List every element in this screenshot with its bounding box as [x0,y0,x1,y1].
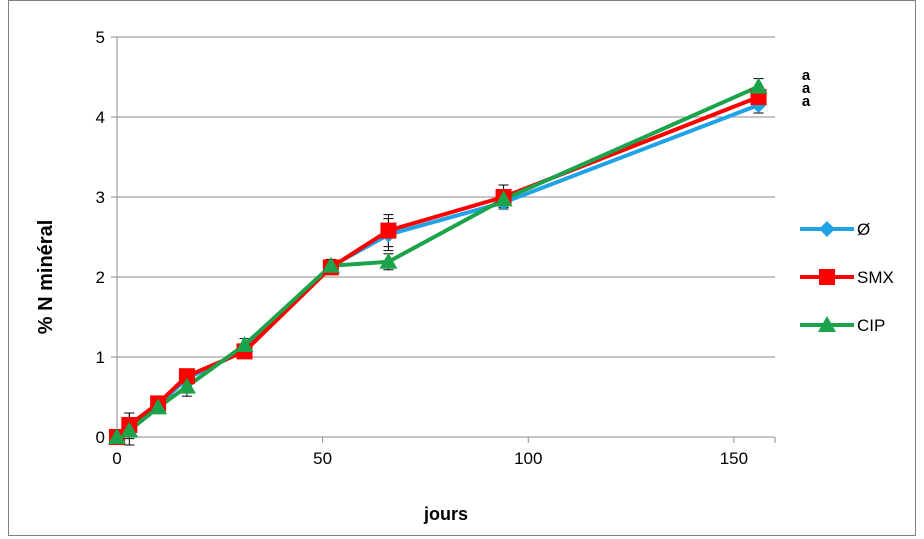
x-tick-labels: 0 50 100 150 [112,449,748,468]
legend-label: SMX [857,268,894,287]
data-point-triangle [494,190,513,207]
x-tick-label: 100 [514,449,542,468]
y-tick-label: 5 [96,28,105,47]
series-lines [115,84,760,439]
y-axis-title: % N minéral [35,220,57,334]
significance-annotation: a [802,67,811,84]
axes [111,36,776,443]
x-tick-label: 0 [112,449,121,468]
data-point-triangle [120,421,139,438]
data-point-square [380,222,397,239]
data-point-triangle [321,256,340,273]
x-axis-title: jours [423,504,468,524]
y-tick-label: 4 [96,108,105,127]
annotations: aaa [802,67,811,110]
data-point-triangle [177,377,196,394]
data-point-triangle [149,398,168,415]
significance-annotation: a [802,93,811,110]
y-tick-label: 0 [96,428,105,447]
x-tick-label: 50 [313,449,332,468]
y-tick-label: 1 [96,348,105,367]
series-line-diamond [115,103,760,439]
data-point-triangle [108,428,126,444]
data-point-triangle [235,336,254,352]
series-line-square [115,95,760,439]
grid-lines [117,36,775,358]
significance-annotation: a [802,80,811,97]
legend-marker-diamond [819,221,835,237]
data-point-triangle [749,77,768,94]
legend: Ø SMX CIP [800,220,894,335]
y-tick-label: 2 [96,268,105,287]
data-point-triangle [379,252,398,269]
legend-label: CIP [857,316,885,335]
y-tick-labels: 0 1 2 3 4 5 [96,28,105,447]
data-point-square [178,368,195,385]
series-line-triangle [116,84,760,439]
legend-label: Ø [857,220,870,239]
legend-marker-square [819,269,835,285]
legend-marker-triangle [818,316,836,332]
x-tick-label: 150 [720,449,748,468]
series-markers [108,77,768,445]
y-tick-label: 3 [96,188,105,207]
